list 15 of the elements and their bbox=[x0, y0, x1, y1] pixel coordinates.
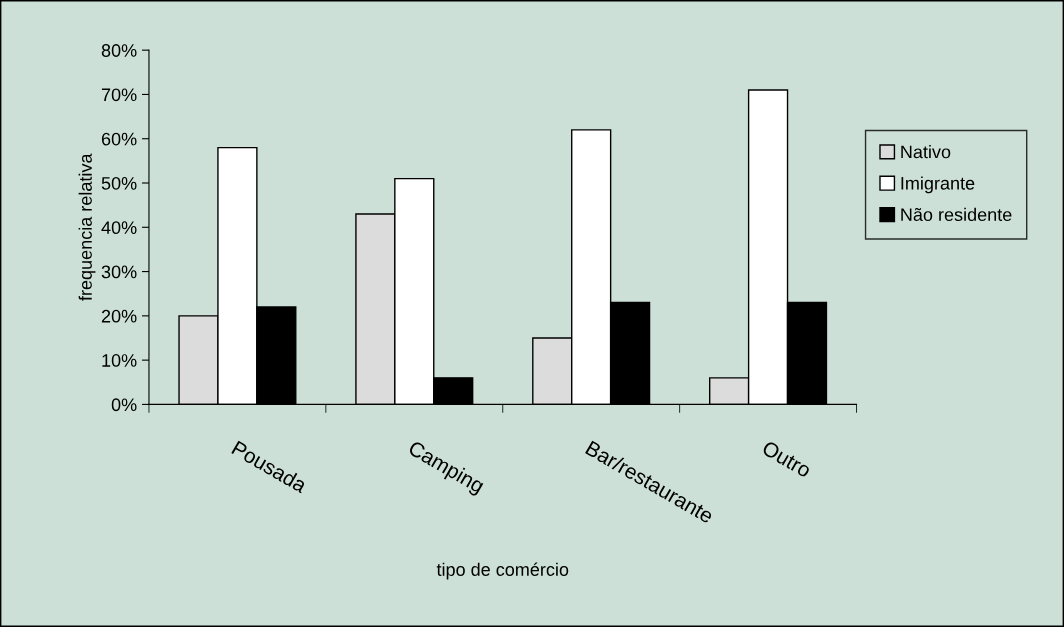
y-tick-label: 0% bbox=[111, 398, 137, 412]
y-tick-label: 80% bbox=[101, 44, 137, 57]
legend-label: Nativo bbox=[901, 145, 951, 159]
y-tick-label: 70% bbox=[101, 88, 137, 102]
y-axis-title: frequencia relativa bbox=[78, 153, 96, 301]
y-tick-label: 40% bbox=[101, 221, 137, 235]
legend-label: Não residente bbox=[901, 207, 1012, 222]
x-tick-label: Outro bbox=[761, 440, 813, 478]
y-tick-label: 50% bbox=[101, 176, 137, 190]
y-tick-label: 10% bbox=[102, 354, 137, 367]
x-axis-title: tipo de comércio bbox=[436, 562, 569, 580]
y-tick-label: 60% bbox=[101, 132, 137, 146]
legend-label: Imigrante bbox=[901, 176, 975, 194]
y-tick-label: 30% bbox=[101, 265, 137, 279]
y-tick-label: 20% bbox=[101, 309, 137, 323]
